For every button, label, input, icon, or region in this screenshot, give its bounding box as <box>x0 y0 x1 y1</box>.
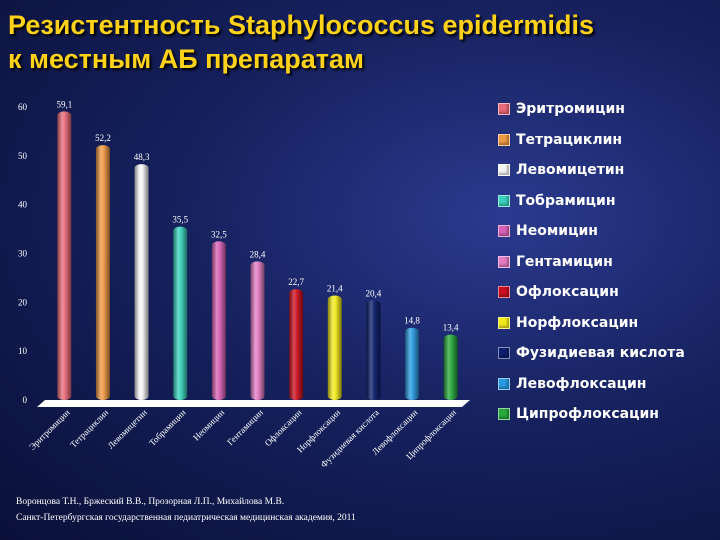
legend-label: Тетрациклин <box>516 131 623 148</box>
bar <box>405 327 420 400</box>
legend-item: Норфлоксацин <box>498 308 713 339</box>
legend-item: Левофлоксацин <box>498 369 713 400</box>
legend-item: Ципрофлоксацин <box>498 399 713 430</box>
legend-item: Фузидиевая кислота <box>498 338 713 369</box>
y-tick-label: 0 <box>23 395 28 405</box>
legend-item: Левомицетин <box>498 155 713 186</box>
legend-label: Левомицетин <box>516 162 625 179</box>
slide-title: Резистентность Staphylococcus epidermidi… <box>8 8 708 76</box>
chart-floor <box>37 400 470 407</box>
legend-item: Гентамицин <box>498 247 713 278</box>
y-tick-label: 50 <box>18 151 28 161</box>
legend-label: Левофлоксацин <box>516 375 647 392</box>
bar <box>327 295 342 400</box>
legend-label: Эритромицин <box>516 101 625 118</box>
legend-label: Гентамицин <box>516 253 613 270</box>
footnote-institution: Санкт-Петербургская государственная педи… <box>16 513 356 523</box>
title-line-1: Резистентность Staphylococcus epidermidi… <box>8 10 595 40</box>
legend-item: Тетрациклин <box>498 125 713 156</box>
bar <box>366 300 381 400</box>
legend-item: Неомицин <box>498 216 713 247</box>
x-tick-label: Неомицин <box>191 407 226 442</box>
legend-swatch <box>498 164 510 177</box>
footnote-authors: Воронцова Т.Н., Бржеский В.В., Прозорная… <box>16 497 285 507</box>
legend-swatch <box>498 316 510 329</box>
legend-label: Фузидиевая кислота <box>516 345 685 362</box>
data-label: 48,3 <box>134 152 150 162</box>
legend-swatch <box>498 347 510 360</box>
data-label: 35,5 <box>172 215 188 225</box>
y-tick-label: 60 <box>18 102 28 112</box>
legend-swatch <box>498 377 510 390</box>
data-label: 59,1 <box>56 99 72 109</box>
x-tick-label: Эритромицин <box>27 407 72 452</box>
legend-swatch <box>498 194 510 207</box>
legend-swatch <box>498 133 510 146</box>
x-tick-label: Левомицетин <box>106 407 150 451</box>
data-label: 52,2 <box>95 133 111 143</box>
legend-label: Офлоксацин <box>516 284 619 301</box>
bar <box>443 334 458 400</box>
data-label: 21,4 <box>327 283 343 293</box>
footnote: Воронцова Т.Н., Бржеский В.В., Прозорная… <box>16 494 486 526</box>
chart-legend: Эритромицин Тетрациклин Левомицетин Тобрами… <box>498 94 713 430</box>
legend-swatch <box>498 103 510 116</box>
x-tick-label: Тетрациклин <box>68 407 110 449</box>
legend-swatch <box>498 408 510 421</box>
bar <box>173 226 188 400</box>
bar <box>134 164 149 400</box>
data-label: 13,4 <box>443 323 459 333</box>
legend-label: Норфлоксацин <box>516 314 639 331</box>
y-tick-label: 10 <box>18 346 28 356</box>
bar <box>95 145 110 400</box>
bar <box>211 241 226 400</box>
legend-item: Офлоксацин <box>498 277 713 308</box>
bar <box>57 111 72 401</box>
legend-label: Тобрамицин <box>516 192 616 209</box>
y-tick-label: 40 <box>18 200 28 210</box>
legend-label: Неомицин <box>516 223 598 240</box>
y-tick-label: 30 <box>18 249 28 259</box>
data-label: 28,4 <box>250 249 266 259</box>
x-tick-label: Гентамицин <box>225 407 265 447</box>
legend-swatch <box>498 255 510 268</box>
legend-item: Эритромицин <box>498 94 713 125</box>
data-label: 22,7 <box>288 277 304 287</box>
data-label: 20,4 <box>366 288 382 298</box>
x-tick-label: Офлоксацин <box>263 407 304 448</box>
x-tick-label: Тобрамицин <box>147 407 188 448</box>
bar <box>250 261 265 400</box>
legend-item: Тобрамицин <box>498 186 713 217</box>
legend-swatch <box>498 225 510 238</box>
y-tick-label: 20 <box>18 297 28 307</box>
data-label: 32,5 <box>211 229 227 239</box>
legend-label: Ципрофлоксацин <box>516 406 659 423</box>
legend-swatch <box>498 286 510 299</box>
title-line-2: к местным АБ препаратам <box>8 44 364 74</box>
bar <box>289 289 304 400</box>
data-label: 14,8 <box>404 316 420 326</box>
